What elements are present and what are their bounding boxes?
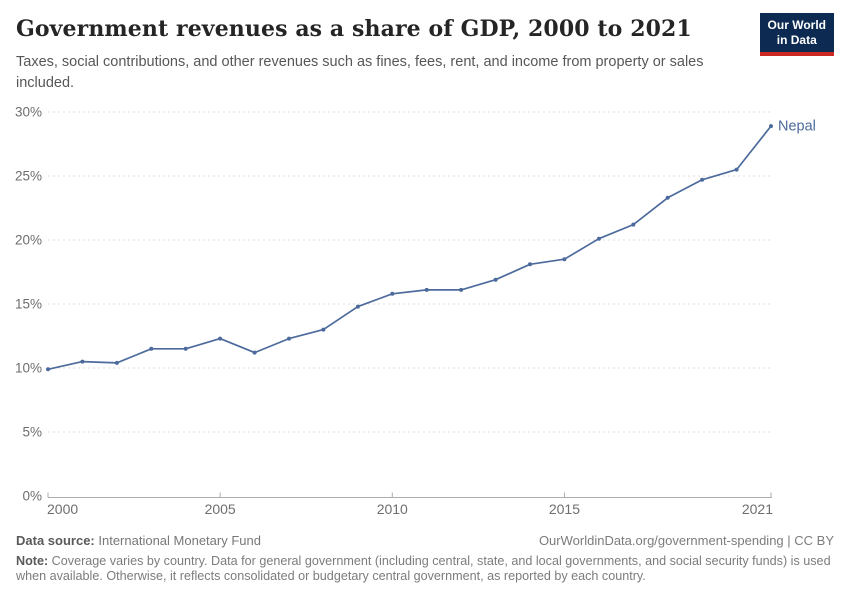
data-point[interactable] xyxy=(562,257,567,262)
y-tick-label: 0% xyxy=(22,489,42,504)
y-tick-label: 5% xyxy=(22,425,42,440)
data-point[interactable] xyxy=(700,177,705,182)
data-point[interactable] xyxy=(149,346,154,351)
y-tick-label: 15% xyxy=(15,297,42,312)
data-point[interactable] xyxy=(528,262,532,267)
note-text: Coverage varies by country. Data for gen… xyxy=(16,554,831,583)
data-point[interactable] xyxy=(596,236,601,241)
x-tick-label: 2000 xyxy=(47,501,78,517)
owid-logo[interactable]: Our World in Data xyxy=(759,13,834,56)
page-title: Government revenues as a share of GDP, 2… xyxy=(16,16,692,42)
data-point[interactable] xyxy=(665,195,670,200)
y-tick-label: 20% xyxy=(15,233,42,248)
note-label: Note: xyxy=(16,554,49,568)
data-point[interactable] xyxy=(390,291,395,296)
data-point[interactable] xyxy=(769,124,773,129)
owid-url-link[interactable]: OurWorldinData.org/government-spending |… xyxy=(538,533,834,548)
data-point[interactable] xyxy=(321,327,326,332)
series-line[interactable] xyxy=(47,125,772,371)
chart-note: Note: Coverage varies by country. Data f… xyxy=(16,554,838,584)
owid-logo-line2: in Data xyxy=(776,33,817,47)
chart-subtitle: Taxes, social contributions, and other r… xyxy=(16,54,704,91)
data-point[interactable] xyxy=(459,287,464,292)
series-end-label: Nepal xyxy=(778,119,816,135)
x-tick-label: 2010 xyxy=(377,501,408,517)
data-point[interactable] xyxy=(80,359,85,364)
y-tick-label: 30% xyxy=(15,105,42,120)
data-point[interactable] xyxy=(114,360,119,365)
data-source: Data source: International Monetary Fund xyxy=(16,533,261,548)
data-point[interactable] xyxy=(46,367,50,372)
y-tick-label: 25% xyxy=(15,169,42,184)
data-point[interactable] xyxy=(183,346,188,351)
x-tick-label: 2005 xyxy=(205,501,236,517)
data-point[interactable] xyxy=(493,277,498,282)
data-point[interactable] xyxy=(355,304,360,309)
y-tick-label: 10% xyxy=(15,361,42,376)
data-source-value: International Monetary Fund xyxy=(94,533,261,548)
x-tick-label: 2015 xyxy=(549,501,580,517)
x-tick-label: 2021 xyxy=(742,501,773,517)
data-point[interactable] xyxy=(218,336,223,341)
data-source-label: Data source: xyxy=(16,533,95,548)
data-point[interactable] xyxy=(252,350,257,355)
owid-logo-line1: Our World xyxy=(767,18,826,32)
data-point[interactable] xyxy=(631,222,636,227)
chart-footer: Data source: International Monetary Fund… xyxy=(16,533,834,548)
data-point[interactable] xyxy=(424,287,429,292)
data-point[interactable] xyxy=(734,167,739,172)
data-point[interactable] xyxy=(287,336,291,341)
